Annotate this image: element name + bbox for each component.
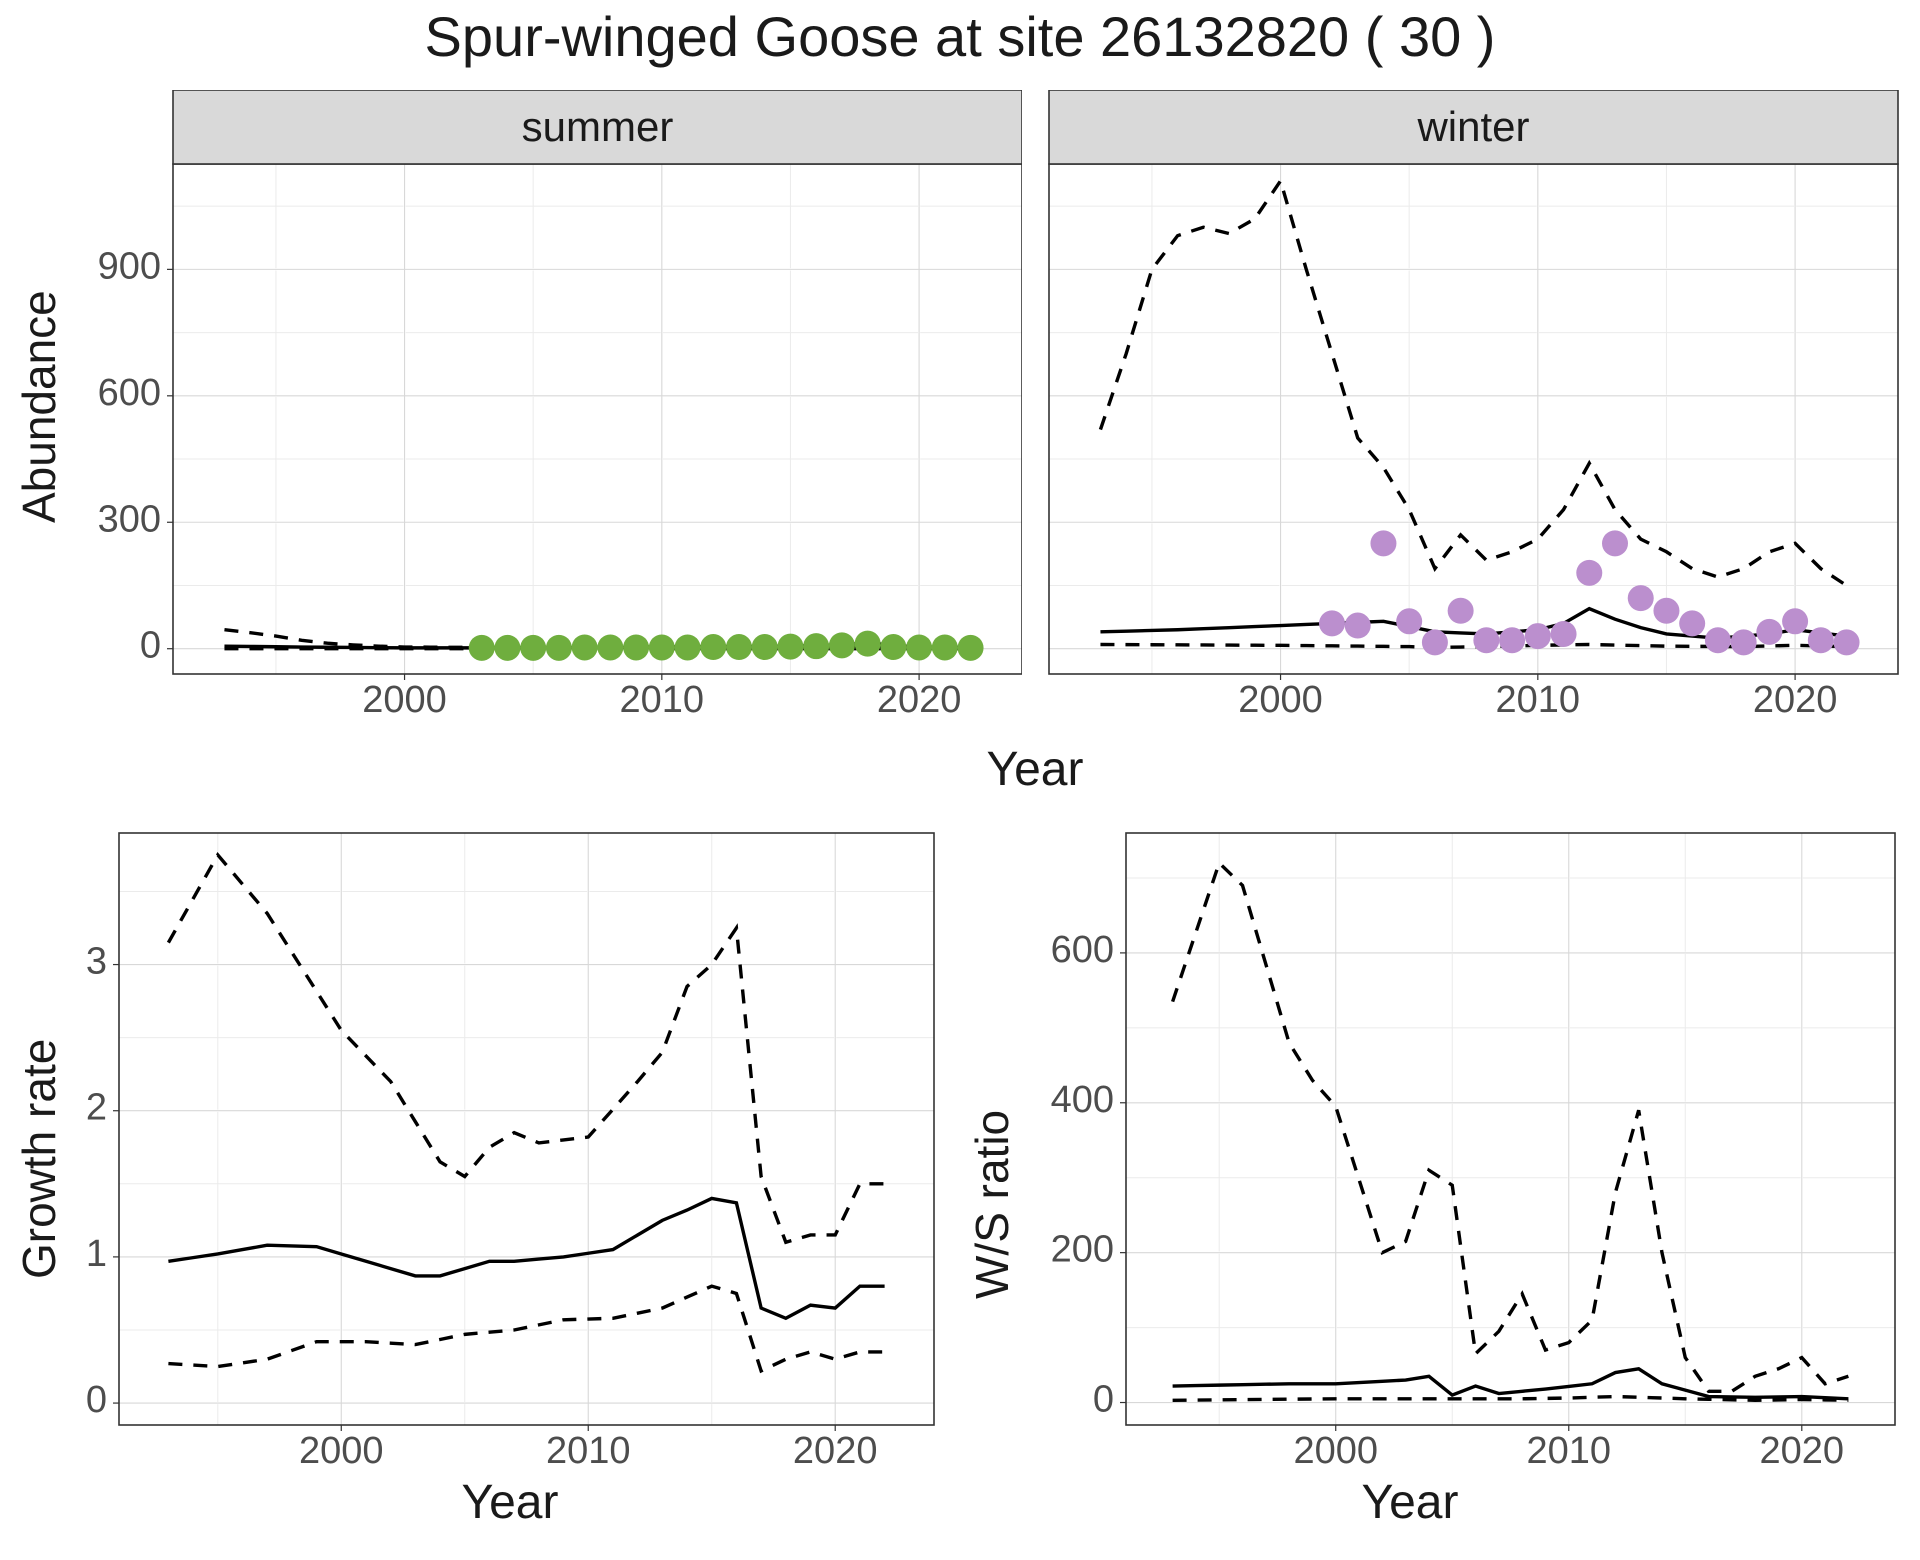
svg-text:1: 1	[86, 1233, 107, 1275]
svg-text:0: 0	[140, 625, 161, 667]
svg-text:2010: 2010	[620, 679, 705, 721]
svg-text:200: 200	[1051, 1229, 1114, 1271]
svg-text:2010: 2010	[546, 1430, 631, 1472]
svg-text:2010: 2010	[1526, 1430, 1611, 1472]
svg-text:0: 0	[86, 1379, 107, 1421]
svg-text:600: 600	[98, 372, 161, 414]
svg-text:400: 400	[1051, 1079, 1114, 1121]
svg-text:3: 3	[86, 941, 107, 983]
svg-text:winter: winter	[1416, 103, 1529, 150]
svg-text:300: 300	[98, 498, 161, 540]
svg-text:2000: 2000	[299, 1430, 384, 1472]
svg-text:2000: 2000	[1293, 1430, 1378, 1472]
svg-text:2010: 2010	[1495, 679, 1580, 721]
svg-text:2020: 2020	[877, 679, 962, 721]
svg-text:2020: 2020	[1760, 1430, 1845, 1472]
svg-text:600: 600	[1051, 929, 1114, 971]
svg-text:900: 900	[98, 245, 161, 287]
svg-text:2000: 2000	[1238, 679, 1323, 721]
svg-text:summer: summer	[522, 103, 674, 150]
svg-text:2000: 2000	[362, 679, 447, 721]
svg-text:2020: 2020	[1752, 679, 1837, 721]
svg-text:2020: 2020	[793, 1430, 878, 1472]
svg-text:0: 0	[1093, 1379, 1114, 1421]
svg-text:2: 2	[86, 1087, 107, 1129]
